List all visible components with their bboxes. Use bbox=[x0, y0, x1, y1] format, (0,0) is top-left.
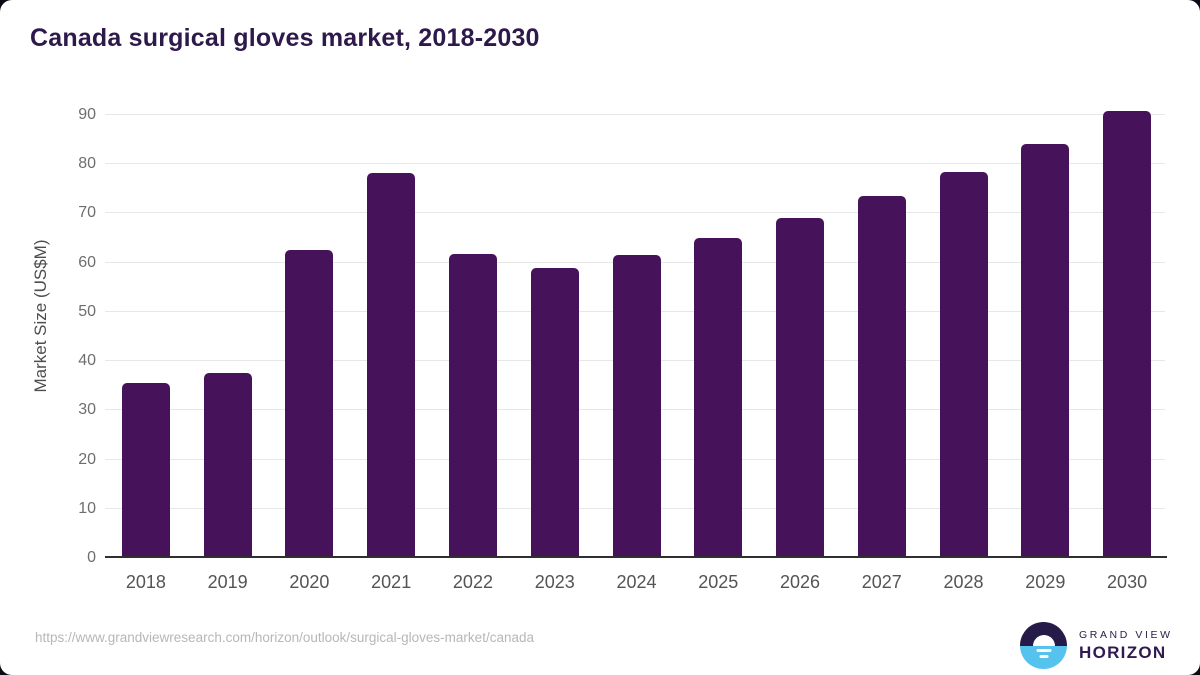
gridline-80 bbox=[105, 163, 1165, 165]
x-label-2024: 2024 bbox=[616, 572, 657, 592]
bar-2028 bbox=[939, 171, 988, 557]
bar-2021 bbox=[367, 173, 416, 557]
x-label-2018: 2018 bbox=[125, 572, 166, 592]
bar-2019 bbox=[203, 372, 252, 557]
bar-2027 bbox=[857, 196, 906, 557]
x-axis-line bbox=[105, 556, 1167, 558]
bar-2018 bbox=[121, 383, 170, 557]
y-tick-label-60: 60 bbox=[78, 253, 96, 271]
gridline-90 bbox=[105, 114, 1165, 115]
y-tick-label-20: 20 bbox=[78, 450, 96, 468]
x-label-2021: 2021 bbox=[371, 572, 412, 592]
y-tick-label-70: 70 bbox=[78, 204, 96, 222]
chart-title: Canada surgical gloves market, 2018-2030 bbox=[30, 24, 540, 52]
x-label-2026: 2026 bbox=[779, 572, 821, 592]
y-tick-label-80: 80 bbox=[78, 155, 96, 173]
bar-2020 bbox=[285, 250, 334, 557]
plot-area bbox=[105, 0, 1168, 557]
bar-2024 bbox=[612, 254, 661, 557]
bar-2030 bbox=[1103, 110, 1152, 557]
y-tick-label-90: 90 bbox=[78, 106, 96, 123]
x-label-2029: 2029 bbox=[1025, 572, 1066, 592]
x-label-2030: 2030 bbox=[1107, 572, 1148, 592]
x-label-2020: 2020 bbox=[289, 572, 330, 592]
logo-reflection-line-1 bbox=[1036, 649, 1051, 652]
y-tick-label-10: 10 bbox=[78, 499, 96, 517]
horizon-sun-icon bbox=[1020, 622, 1067, 669]
y-tick-label-30: 30 bbox=[78, 401, 96, 419]
y-tick-label-50: 50 bbox=[78, 302, 96, 320]
x-label-2022: 2022 bbox=[452, 572, 493, 592]
x-label-2023: 2023 bbox=[534, 572, 575, 592]
y-tick-label-40: 40 bbox=[78, 352, 96, 370]
logo-text: GRAND VIEW HORIZON bbox=[1079, 629, 1173, 663]
x-label-2027: 2027 bbox=[861, 572, 902, 592]
bar-2023 bbox=[530, 268, 579, 557]
logo-brand-name: GRAND VIEW bbox=[1079, 628, 1173, 641]
grand-view-horizon-logo: GRAND VIEW HORIZON bbox=[1020, 622, 1173, 669]
x-label-2028: 2028 bbox=[943, 572, 984, 592]
bar-2026 bbox=[776, 217, 825, 557]
bar-2029 bbox=[1021, 144, 1070, 557]
logo-sun-shape bbox=[1032, 634, 1055, 646]
logo-product-name: HORIZON bbox=[1079, 642, 1167, 662]
x-axis-labels: 2018 2019 2020 2021 2022 2023 2024 2025 2026 2027… bbox=[105, 572, 1168, 593]
y-tick-label-0: 0 bbox=[87, 549, 96, 566]
logo-sky-half bbox=[1020, 622, 1067, 646]
gridline-70 bbox=[105, 212, 1165, 214]
x-label-2019: 2019 bbox=[207, 572, 248, 592]
logo-reflection-line-2 bbox=[1039, 654, 1048, 658]
source-url: https://www.grandviewresearch.com/horizo… bbox=[35, 630, 534, 645]
bar-2025 bbox=[694, 237, 743, 557]
x-label-2025: 2025 bbox=[698, 572, 739, 592]
bar-2022 bbox=[448, 253, 497, 557]
